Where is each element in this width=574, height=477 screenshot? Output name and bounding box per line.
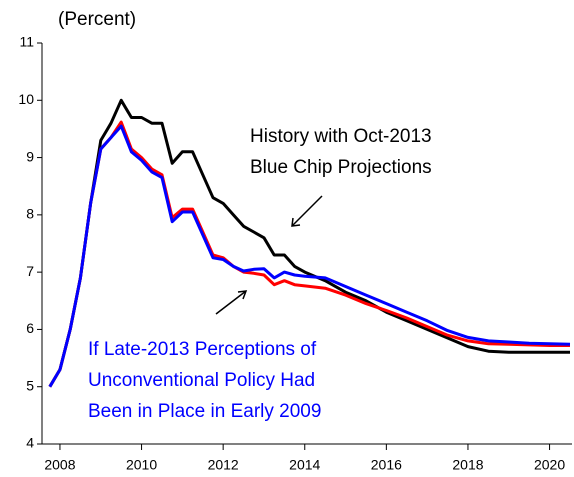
series-line [48, 124, 571, 388]
y-tick-label: 7 [26, 263, 34, 279]
x-tick-label: 2018 [452, 457, 483, 473]
arrows [215, 195, 323, 315]
y-tick-label: 5 [26, 377, 34, 393]
annotation: Been in Place in Early 2009 [88, 401, 321, 422]
arrow-head [291, 217, 301, 227]
annotation: Unconventional Policy Had [88, 370, 315, 391]
annotation: If Late-2013 Perceptions of [88, 339, 317, 360]
y-tick-label: 9 [26, 148, 34, 164]
series-line [48, 98, 570, 388]
x-tick-label: 2016 [371, 457, 402, 473]
y-tick-label: 6 [26, 320, 34, 336]
arrow-head [237, 290, 248, 300]
y-tick-label: 11 [19, 34, 34, 50]
x-tick-label: 2012 [208, 457, 239, 473]
x-tick-label: 2010 [126, 457, 157, 473]
y-axis-label: (Percent) [58, 9, 136, 30]
annotation: History with Oct-2013 [250, 126, 432, 147]
y-tick-label: 10 [18, 91, 34, 107]
y-tick-label: 4 [26, 435, 34, 451]
arrow [291, 195, 323, 227]
x-tick-label: 2020 [534, 457, 565, 473]
x-tick-label: 2008 [44, 457, 75, 473]
x-tick-label: 2014 [289, 457, 320, 473]
annotation: Blue Chip Projections [250, 157, 432, 178]
y-tick-label: 8 [26, 206, 34, 222]
arrow [215, 290, 247, 315]
